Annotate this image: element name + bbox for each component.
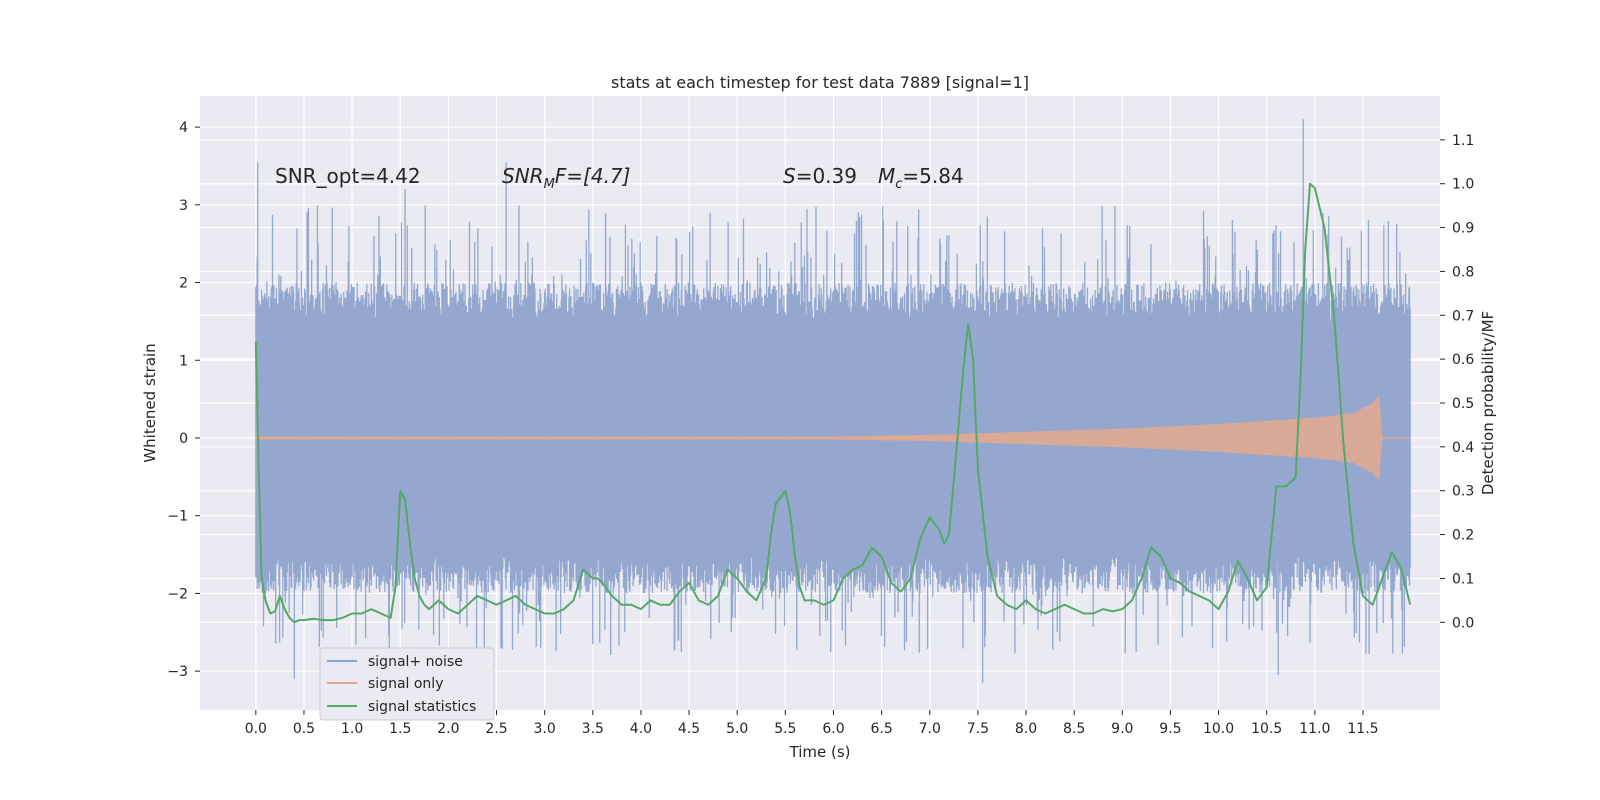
- x-tick-label: 3.5: [582, 721, 604, 737]
- mc-sub: c: [895, 177, 902, 192]
- y-right-tick-label: 1.1: [1452, 133, 1474, 149]
- y-right-tick-label: 0.7: [1452, 308, 1474, 324]
- legend-box: [319, 647, 495, 721]
- x-tick-label: 10.0: [1203, 721, 1234, 737]
- series-signal-only: [255, 395, 1411, 481]
- x-tick-label: 8.5: [1063, 721, 1085, 737]
- y-left-tick-label: 1: [179, 353, 188, 369]
- x-tick-label: 11.0: [1299, 721, 1330, 737]
- x-tick-label: 0.0: [245, 721, 267, 737]
- y-right-tick-label: 0.4: [1452, 440, 1474, 456]
- annotation-snr-opt: SNR_opt=4.42: [275, 164, 421, 188]
- y-left-tick-label: −1: [167, 509, 188, 525]
- x-tick-label: 8.0: [1015, 721, 1037, 737]
- y-right-tick-label: 1.0: [1452, 177, 1474, 193]
- y-right-axis-label: Detection probability/MF: [1479, 311, 1497, 495]
- y-left-tick-label: −2: [167, 586, 188, 602]
- x-tick-label: 2.0: [437, 721, 459, 737]
- legend: signal+ noise signal only signal statist…: [319, 647, 495, 721]
- x-tick-label: 5.0: [726, 721, 748, 737]
- annotation-mc-value: Mc=5.84: [878, 164, 964, 192]
- x-tick-label: 9.0: [1111, 721, 1133, 737]
- x-tick-label: 4.5: [678, 721, 700, 737]
- y-left-tick-label: 0: [179, 431, 188, 447]
- series-signal-statistics: [254, 182, 1412, 624]
- legend-label-signal-only: signal only: [368, 676, 443, 692]
- annotation-s-value: S=0.39: [783, 164, 857, 188]
- y-right-tick-label: 0.8: [1452, 264, 1474, 280]
- x-axis-label: Time (s): [789, 743, 851, 761]
- x-tick-label: 4.0: [630, 721, 652, 737]
- y-left-tick-label: 4: [179, 120, 188, 136]
- y-left-tick-label: −3: [167, 664, 188, 680]
- s-value: =0.39: [796, 164, 857, 188]
- x-tick-label: 0.5: [293, 721, 315, 737]
- x-axis-ticks: 0.0 0.5 1.0 1.5 2.0 2.5 3.0 3.5 4.0 4.5 5.0 5.5 6.0 6…: [245, 710, 1379, 737]
- x-tick-label: 10.5: [1251, 721, 1282, 737]
- x-tick-label: 6.5: [870, 721, 892, 737]
- x-tick-label: 11.5: [1347, 721, 1378, 737]
- y-right-tick-label: 0.1: [1452, 571, 1474, 587]
- chart-title: stats at each timestep for test data 788…: [611, 73, 1029, 92]
- mc-value: =5.84: [902, 164, 963, 188]
- x-tick-label: 2.5: [485, 721, 507, 737]
- signal-statistics-line: [254, 182, 1412, 624]
- y-right-tick-label: 0.3: [1452, 484, 1474, 500]
- snr-mf-base: SNR: [502, 164, 544, 188]
- annotation-snr-mf: SNRMF=[4.7]: [502, 164, 630, 192]
- snr-mf-sub: M: [544, 177, 555, 192]
- y-right-axis-ticks: 0.0 0.1 0.2 0.3 0.4 0.5 0.6 0.7 0.8 0.9 1.0 1.1: [1440, 133, 1474, 631]
- legend-label-signal-plus-noise: signal+ noise: [368, 654, 463, 670]
- x-tick-label: 1.5: [389, 721, 411, 737]
- x-tick-label: 6.0: [822, 721, 844, 737]
- y-left-axis-ticks: −3 −2 −1 0 1 2 3 4: [167, 120, 200, 680]
- y-right-tick-label: 0.2: [1452, 528, 1474, 544]
- x-tick-label: 7.5: [967, 721, 989, 737]
- s-symbol: S: [783, 164, 796, 188]
- x-tick-label: 9.5: [1159, 721, 1181, 737]
- x-tick-label: 1.0: [341, 721, 363, 737]
- x-tick-label: 7.0: [919, 721, 941, 737]
- x-tick-label: 3.0: [534, 721, 556, 737]
- legend-label-signal-statistics: signal statistics: [368, 699, 476, 715]
- y-left-axis-label: Whitened strain: [141, 343, 159, 462]
- y-right-tick-label: 0.6: [1452, 352, 1474, 368]
- mc-symbol: M: [878, 164, 895, 188]
- x-tick-label: 5.5: [774, 721, 796, 737]
- y-right-tick-label: 0.0: [1452, 615, 1474, 631]
- snr-mf-rest: F=[4.7]: [555, 164, 631, 188]
- y-right-tick-label: 0.5: [1452, 396, 1474, 412]
- y-right-tick-label: 0.9: [1452, 221, 1474, 237]
- y-left-tick-label: 2: [179, 276, 188, 292]
- y-left-tick-label: 3: [179, 198, 188, 214]
